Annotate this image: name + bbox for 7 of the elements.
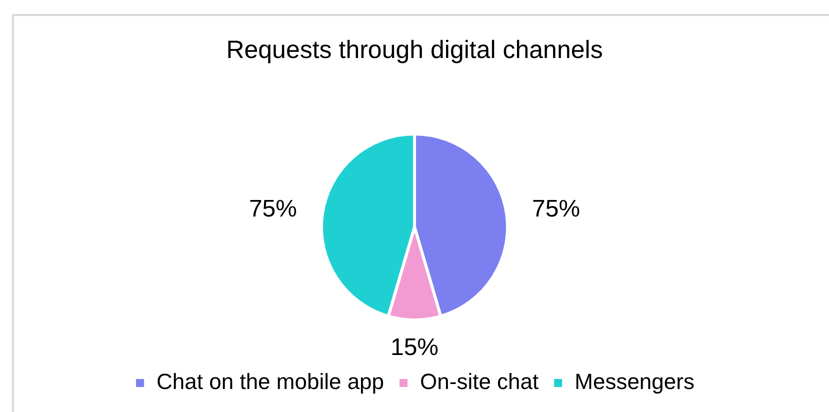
legend-label: Messengers (574, 369, 694, 394)
data-label: 75% (248, 195, 297, 222)
legend-label: Chat on the mobile app (156, 369, 384, 394)
data-label: 75% (532, 195, 580, 222)
chart-title: Requests through digital channels (226, 36, 603, 64)
data-label: 15% (390, 334, 439, 362)
legend-label: On-site chat (420, 369, 539, 394)
